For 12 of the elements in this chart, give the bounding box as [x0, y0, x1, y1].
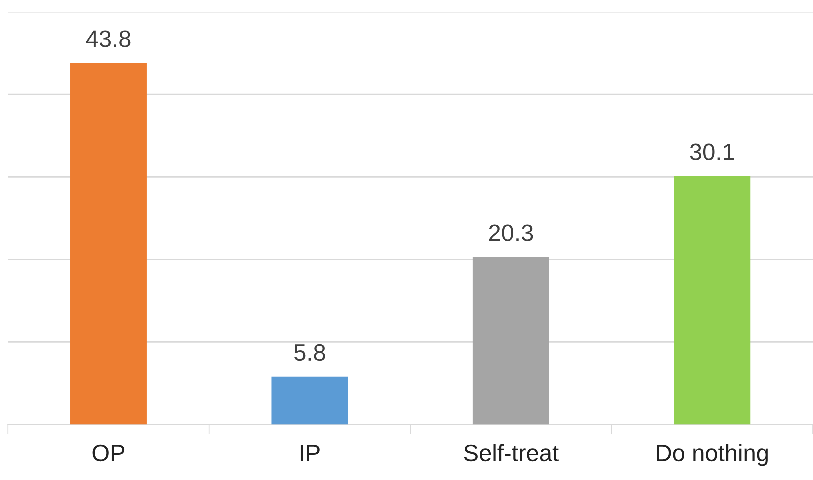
data-label: 20.3 — [489, 224, 534, 242]
data-label: 43.8 — [86, 30, 131, 48]
x-tick-label: OP — [92, 444, 125, 462]
bar — [70, 63, 147, 425]
bar — [472, 257, 550, 425]
bar — [272, 376, 348, 425]
x-tick-label: Do nothing — [657, 444, 768, 466]
bar — [674, 176, 751, 425]
x-tick-label: IP — [300, 445, 320, 462]
data-label: 30.1 — [690, 144, 734, 161]
x-tick-label: Self-treat — [464, 444, 559, 462]
data-label: 5.8 — [294, 344, 326, 362]
